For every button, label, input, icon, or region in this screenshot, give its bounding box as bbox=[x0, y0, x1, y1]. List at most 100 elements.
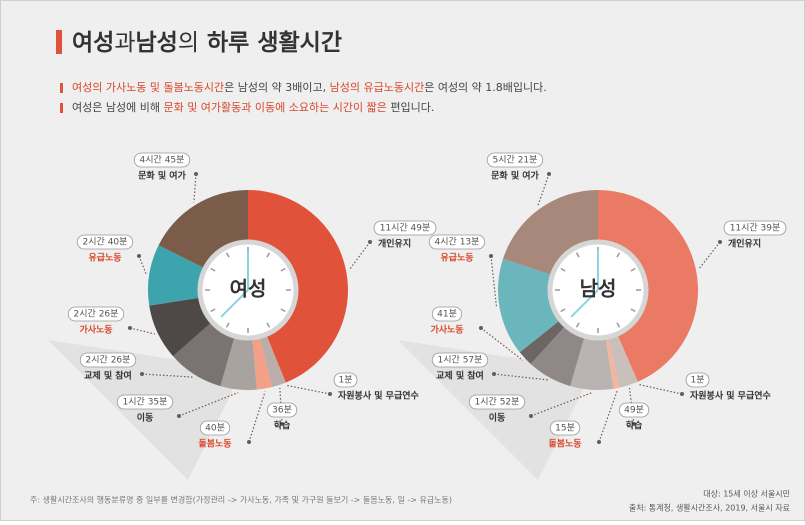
leader-dot bbox=[247, 440, 251, 444]
leader-dot bbox=[489, 254, 493, 258]
leader-dot bbox=[140, 372, 144, 376]
value-label: 5시간 21분 bbox=[493, 155, 538, 166]
value-box bbox=[685, 372, 710, 388]
value-box bbox=[373, 220, 437, 236]
leader-dot bbox=[547, 172, 551, 176]
leader-dot bbox=[177, 414, 181, 418]
category-label: 유급노동 bbox=[88, 253, 121, 264]
center-label: 여성 bbox=[230, 277, 267, 301]
leader-dot bbox=[328, 392, 332, 396]
clock-tick bbox=[280, 267, 286, 272]
value-box bbox=[428, 234, 486, 250]
donut-segment bbox=[260, 336, 286, 388]
value-box bbox=[618, 402, 650, 418]
leader-line bbox=[141, 373, 194, 378]
title-part: 의 bbox=[178, 30, 199, 56]
title-part: 남성 bbox=[136, 30, 178, 56]
leader-dot bbox=[680, 392, 684, 396]
clock-tick bbox=[266, 252, 271, 258]
value-label: 1분 bbox=[338, 375, 352, 386]
note-part: 여성의 가사노동 및 돌봄노동시간 bbox=[72, 81, 224, 94]
value-label: 49분 bbox=[624, 405, 644, 416]
note: 여성의 가사노동 및 돌봄노동시간은 남성의 약 3배이고, 남성의 유급노동시… bbox=[72, 80, 547, 94]
category-label: 학습 bbox=[274, 420, 291, 432]
value-box bbox=[266, 402, 298, 418]
donut-segment bbox=[608, 335, 638, 388]
note-part: 편입니다. bbox=[387, 101, 434, 114]
clock-tick bbox=[266, 322, 271, 328]
leader-dot bbox=[597, 440, 601, 444]
leader-dot bbox=[529, 414, 533, 418]
category-label: 이동 bbox=[489, 412, 506, 424]
leader-line bbox=[698, 241, 721, 270]
leader-dot bbox=[479, 326, 483, 330]
clock-tick bbox=[225, 322, 230, 328]
leader-dot bbox=[632, 422, 636, 426]
bullet bbox=[60, 83, 63, 93]
value-box bbox=[723, 220, 787, 236]
donut-segment bbox=[158, 190, 248, 268]
value-box bbox=[67, 306, 125, 322]
value-label: 2시간 26분 bbox=[86, 355, 131, 366]
leader-line bbox=[129, 327, 155, 335]
leader-line bbox=[530, 392, 592, 417]
leader-line bbox=[638, 383, 683, 395]
leader-dot bbox=[137, 254, 141, 258]
value-box bbox=[549, 420, 581, 436]
category-label: 개인유지 bbox=[378, 238, 411, 250]
value-box bbox=[79, 352, 137, 368]
donut-segment bbox=[530, 326, 585, 387]
value-label: 2시간 40분 bbox=[83, 237, 128, 248]
category-label: 교제 및 참여 bbox=[436, 370, 484, 382]
value-label: 1시간 35분 bbox=[123, 397, 168, 408]
leader-line bbox=[193, 173, 197, 203]
donut-segment bbox=[148, 245, 204, 306]
category-label: 가사노동 bbox=[430, 324, 463, 336]
title-part: 과 bbox=[114, 30, 135, 56]
clock-tick bbox=[210, 308, 216, 313]
leader-line bbox=[178, 391, 239, 417]
center-label: 남성 bbox=[580, 277, 617, 301]
category-label: 자원봉사 및 무급연수 bbox=[690, 390, 771, 402]
clock-tick bbox=[575, 252, 580, 258]
donut-segment bbox=[570, 338, 614, 390]
footnote: 주: 생활시간조사의 행동분류명 중 일부를 변경함(가정관리 -> 가사노동,… bbox=[30, 495, 452, 505]
value-box bbox=[431, 306, 463, 322]
title-bar bbox=[56, 30, 62, 54]
leader-line bbox=[286, 384, 331, 395]
donut-segment bbox=[519, 321, 565, 364]
category-label: 돌봄노동 bbox=[548, 439, 581, 450]
value-label: 15분 bbox=[555, 423, 575, 434]
note-part: 은 여성의 약 1.8배입니다. bbox=[424, 80, 547, 94]
value-label: 41분 bbox=[437, 309, 457, 320]
category-label: 유급노동 bbox=[440, 253, 473, 264]
value-label: 4시간 45분 bbox=[140, 155, 185, 166]
category-label: 학습 bbox=[626, 420, 643, 432]
value-label: 1시간 52분 bbox=[475, 397, 520, 408]
leader-dot bbox=[718, 240, 722, 244]
leader-dot bbox=[194, 172, 198, 176]
title-part: 하루 생활시간 bbox=[199, 30, 342, 56]
clock-tick bbox=[616, 322, 621, 328]
value-label: 11시간 39분 bbox=[730, 223, 781, 234]
leader-dot bbox=[368, 240, 372, 244]
value-box bbox=[486, 152, 544, 168]
value-box bbox=[76, 234, 134, 250]
donut-segment bbox=[149, 297, 211, 357]
clock-tick bbox=[280, 308, 286, 313]
note-part: 여성은 남성에 비해 bbox=[72, 100, 163, 114]
value-box bbox=[133, 152, 191, 168]
clock-tick bbox=[616, 252, 621, 258]
value-label: 40분 bbox=[205, 423, 225, 434]
category-label: 문화 및 여가 bbox=[138, 170, 186, 182]
clock-hand bbox=[570, 289, 599, 318]
clock-hand bbox=[220, 289, 249, 318]
clock-tick bbox=[630, 308, 636, 313]
source: 출처: 통계청, 생활시간조사, 2019, 서울시 자료 bbox=[629, 503, 790, 513]
category-label: 자원봉사 및 무급연수 bbox=[338, 390, 419, 402]
donut-segment bbox=[266, 336, 286, 383]
clock-tick bbox=[210, 267, 216, 272]
category-label: 문화 및 여가 bbox=[491, 170, 539, 182]
